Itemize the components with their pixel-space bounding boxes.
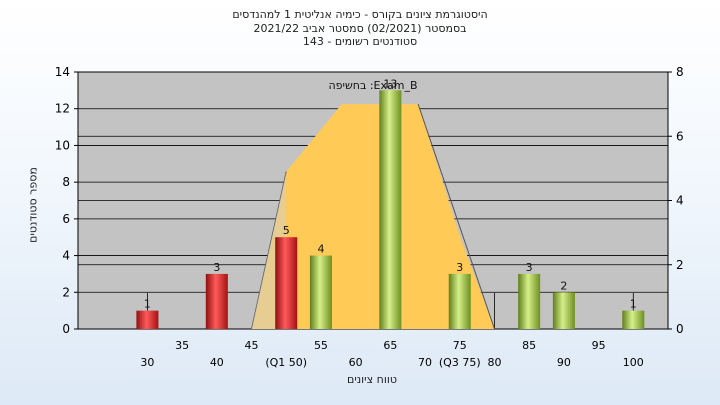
y2-tick-label: 4 xyxy=(676,194,684,208)
x-tick-label: 45 xyxy=(245,339,259,352)
y-tick-label: 2 xyxy=(62,285,70,299)
x-tick-label: 30 xyxy=(140,356,154,369)
x-tick-label: 75 xyxy=(453,339,467,352)
bar xyxy=(205,273,228,329)
y-tick-label: 12 xyxy=(55,102,70,116)
bar-label: 3 xyxy=(456,261,463,274)
x-tick-label: 70 xyxy=(418,356,432,369)
bar xyxy=(275,237,298,329)
bar-label: 1 xyxy=(144,298,151,311)
bar-label: 1 xyxy=(630,298,637,311)
x-tick-label: 35 xyxy=(175,339,189,352)
bar-label: 2 xyxy=(560,279,567,292)
y-tick-label: 10 xyxy=(55,138,70,152)
bar xyxy=(518,273,541,329)
bar-label: 3 xyxy=(526,261,533,274)
y-tick-label: 8 xyxy=(62,175,70,189)
x-tick-label: 80 xyxy=(487,356,501,369)
x-tick-label: 100 xyxy=(623,356,644,369)
y2-tick-label: 0 xyxy=(676,322,684,336)
y-tick-label: 0 xyxy=(62,322,70,336)
y2-tick-label: 8 xyxy=(676,65,684,79)
bar xyxy=(448,273,471,329)
y-tick-label: 6 xyxy=(62,212,70,226)
x-tick-label: 40 xyxy=(210,356,224,369)
bar-label: 13 xyxy=(383,77,397,90)
bar xyxy=(309,255,332,329)
bar-label: 5 xyxy=(283,224,290,237)
y-tick-label: 4 xyxy=(62,249,70,263)
y2-tick-label: 2 xyxy=(676,258,684,272)
x-tick-label: 65 xyxy=(383,339,397,352)
chart-title: היסטוגרמת ציונים בקורס - כימיה אנליטית 1… xyxy=(232,8,488,21)
x-tick-label: 90 xyxy=(557,356,571,369)
bar xyxy=(552,292,575,329)
bar xyxy=(379,90,402,329)
x-tick-label: 85 xyxy=(522,339,536,352)
bar-label: 4 xyxy=(317,243,324,256)
y-axis-title: מספר סטודנטים xyxy=(26,167,40,243)
bar xyxy=(622,310,645,329)
distribution-label: בחשיפה :Exam_B xyxy=(328,79,417,92)
x-axis-title: טווח ציונים xyxy=(347,373,397,386)
chart-semester: בסמסטר (02/2021) סמסטר אביב 2021/22 xyxy=(253,21,467,35)
bar xyxy=(136,310,159,329)
distribution-edge-right xyxy=(417,103,495,330)
y-tick-label: 14 xyxy=(55,65,70,79)
x-tick-label: (Q3 75) xyxy=(439,356,481,369)
x-tick-label: 60 xyxy=(349,356,363,369)
bar-label: 3 xyxy=(213,261,220,274)
chart-enrollment: סטודנטים רשומים - 143 xyxy=(302,35,418,48)
x-tick-label: 55 xyxy=(314,339,328,352)
x-tick-label: 95 xyxy=(592,339,606,352)
chart-title-block: היסטוגרמת ציונים בקורס - כימיה אנליטית 1… xyxy=(0,8,720,49)
x-tick-label: (Q1 50) xyxy=(265,356,307,369)
y2-tick-label: 6 xyxy=(676,129,684,143)
